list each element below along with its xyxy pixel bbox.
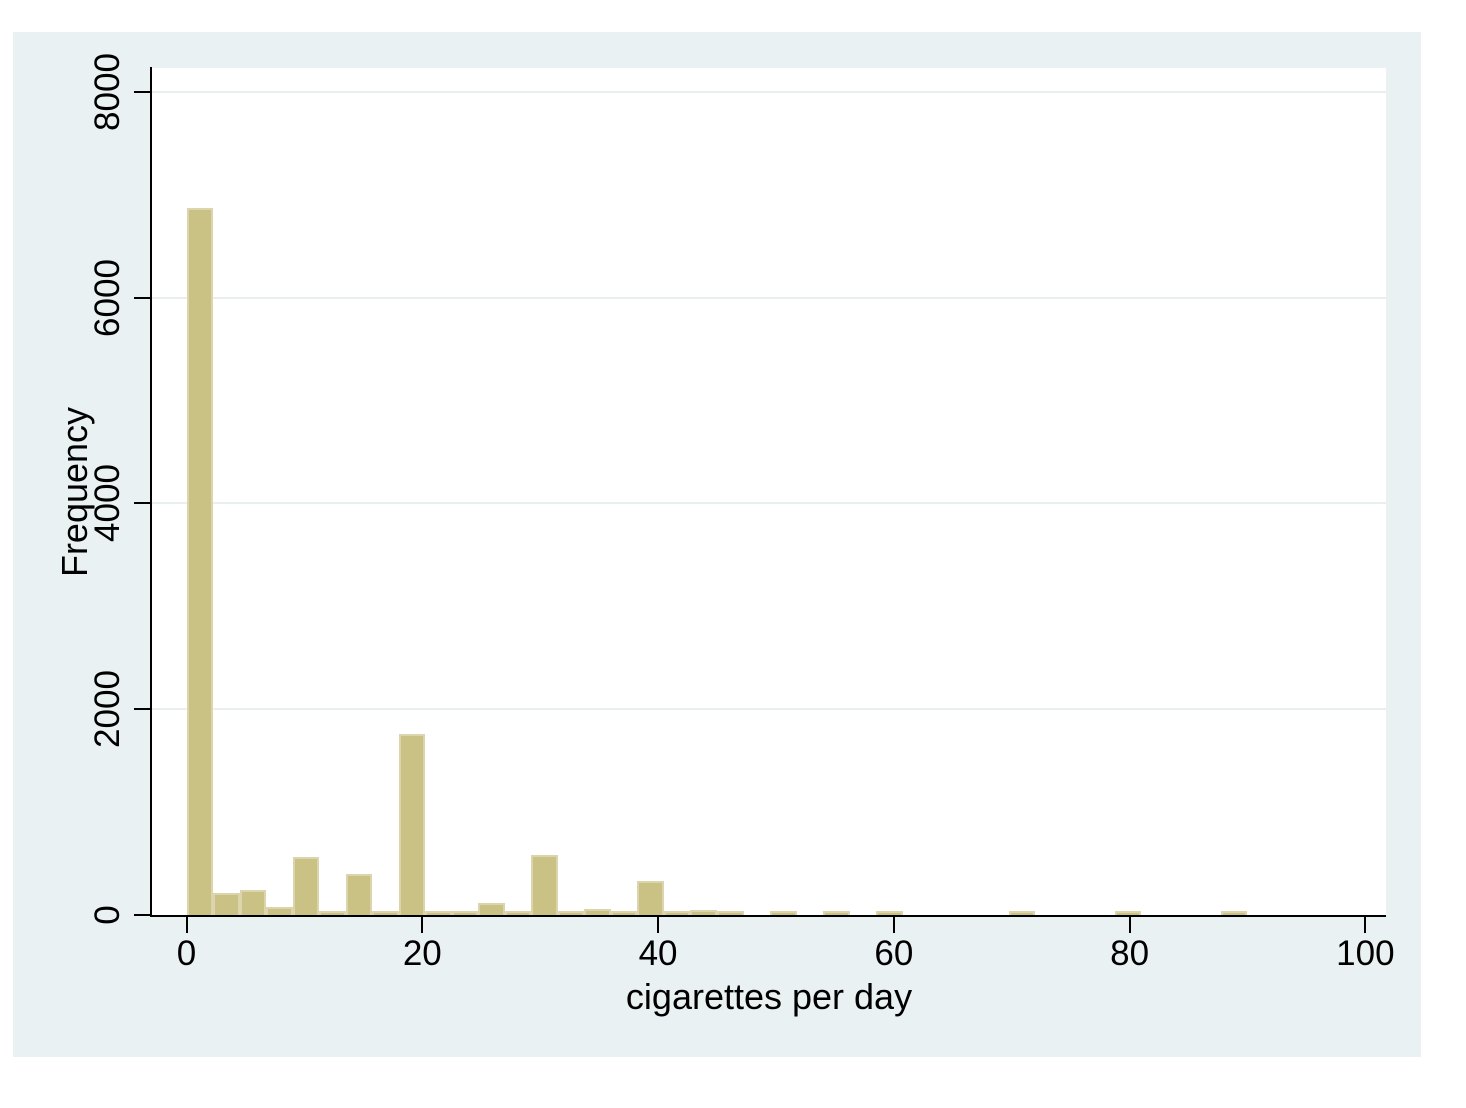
x-tick-label-text: 40 <box>638 934 678 973</box>
x-tick <box>185 917 188 933</box>
histogram-bar <box>663 910 691 915</box>
x-tick <box>421 917 424 933</box>
histogram-bar <box>823 911 850 915</box>
y-tick-label-text: 8000 <box>88 52 127 131</box>
histogram-bar <box>345 873 373 915</box>
y-axis-title-text: Frequency <box>54 406 95 577</box>
x-tick-label-text: 0 <box>176 934 197 973</box>
x-axis-line <box>150 915 1386 917</box>
x-tick-label-text: 80 <box>1110 934 1150 973</box>
histogram-bar <box>717 911 744 915</box>
histogram-bar <box>876 910 903 915</box>
y-tick <box>134 914 150 916</box>
y-axis-line <box>150 67 152 917</box>
gridline <box>152 708 1386 711</box>
histogram-bar <box>610 911 638 915</box>
plot-area <box>152 68 1386 915</box>
gridline <box>152 502 1386 505</box>
histogram-bar <box>1008 910 1036 915</box>
histogram-bar <box>770 910 797 915</box>
x-tick <box>657 917 660 933</box>
gridline <box>152 296 1386 299</box>
gridline <box>152 90 1386 93</box>
histogram-bar <box>239 889 267 915</box>
x-tick <box>1128 917 1131 933</box>
histogram-bar <box>451 911 479 915</box>
x-tick-label-text: 20 <box>402 934 442 973</box>
x-tick <box>892 917 895 933</box>
histogram-bar <box>478 903 505 915</box>
histogram-bar <box>584 909 611 915</box>
histogram-bar <box>213 892 240 915</box>
y-tick <box>134 90 150 93</box>
histogram-bar <box>531 855 558 915</box>
histogram-bar <box>504 911 532 915</box>
histogram-bar <box>292 857 320 915</box>
histogram-bar <box>1114 910 1142 915</box>
y-tick <box>134 502 150 505</box>
histogram-bar <box>425 911 452 915</box>
y-tick <box>134 296 150 299</box>
x-tick <box>1364 917 1367 933</box>
histogram-bar <box>637 881 664 915</box>
histogram-bar <box>398 733 426 915</box>
histogram-bar <box>319 910 346 915</box>
y-tick-label-text: 6000 <box>88 258 127 337</box>
histogram-bar <box>557 911 585 915</box>
x-axis-title-text: cigarettes per day <box>625 976 913 1017</box>
histogram-bar <box>1220 910 1248 915</box>
y-tick-label-text: 0 <box>88 905 127 925</box>
histogram-bar <box>372 911 399 915</box>
x-tick-label-text: 60 <box>874 934 914 973</box>
histogram-bar <box>186 208 214 915</box>
y-tick <box>134 708 150 711</box>
x-tick-label-text: 100 <box>1336 934 1395 973</box>
histogram-bar <box>690 909 717 915</box>
histogram-bar <box>266 906 293 915</box>
y-tick-label-text: 2000 <box>88 670 127 749</box>
